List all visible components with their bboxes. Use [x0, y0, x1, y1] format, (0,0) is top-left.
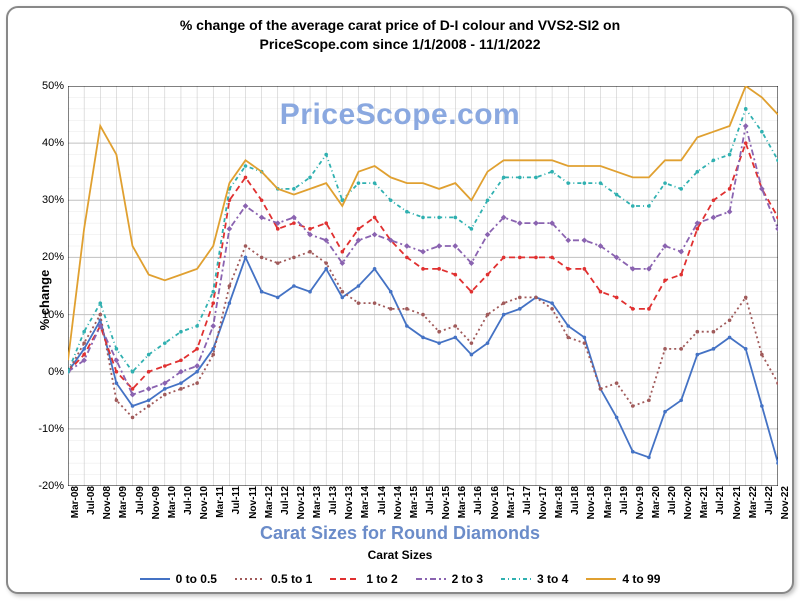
x-tick-label: Nov-19 — [633, 486, 646, 519]
legend-swatch — [586, 574, 616, 584]
x-tick-label: Mar-14 — [358, 486, 371, 518]
legend-item: 0 to 0.5 — [140, 572, 217, 586]
y-tick-label: 0% — [48, 366, 68, 378]
x-tick-label: Mar-21 — [697, 486, 710, 518]
x-tick-label: Nov-14 — [391, 486, 404, 519]
y-tick-label: 10% — [42, 309, 68, 321]
x-tick-label: Jul-19 — [617, 486, 630, 515]
x-tick-label: Jul-09 — [133, 486, 146, 515]
legend-swatch — [330, 574, 360, 584]
x-tick-label: Nov-09 — [149, 486, 162, 519]
x-tick-label: Mar-22 — [746, 486, 759, 518]
x-axis-label: Carat Sizes for Round Diamonds — [8, 523, 792, 544]
x-tick-label: Mar-12 — [262, 486, 275, 518]
chart-title: % change of the average carat price of D… — [8, 16, 792, 54]
x-tick-label: Nov-16 — [488, 486, 501, 519]
x-tick-label: Mar-11 — [213, 486, 226, 518]
x-tick-label: Jul-20 — [665, 486, 678, 515]
x-tick-label: Mar-13 — [310, 486, 323, 518]
legend: 0 to 0.5 0.5 to 1 1 to 2 2 to 3 3 to 4 4 to 9… — [8, 572, 792, 586]
x-tick-label: Nov-15 — [439, 486, 452, 519]
x-tick-label: Nov-18 — [584, 486, 597, 519]
x-tick-label: Nov-12 — [294, 486, 307, 519]
x-tick-label: Jul-12 — [278, 486, 291, 515]
x-tick-label: Nov-11 — [246, 486, 259, 519]
x-tick-label: Mar-09 — [116, 486, 129, 518]
x-tick-label: Jul-16 — [471, 486, 484, 515]
legend-label: 4 to 99 — [622, 572, 660, 586]
x-tick-label: Nov-17 — [536, 486, 549, 519]
y-axis-label: % change — [37, 270, 52, 331]
plot-area: -20%-10%0%10%20%30%40%50% Mar-08Jul-08No… — [68, 86, 778, 486]
legend-item: 2 to 3 — [416, 572, 483, 586]
title-line-1: % change of the average carat price of D… — [180, 17, 620, 33]
chart-svg — [68, 86, 778, 486]
legend-label: 0 to 0.5 — [176, 572, 217, 586]
x-tick-label: Jul-21 — [713, 486, 726, 515]
legend-title: Carat Sizes — [8, 548, 792, 562]
legend-label: 2 to 3 — [452, 572, 483, 586]
x-tick-label: Jul-15 — [423, 486, 436, 515]
x-tick-label: Mar-17 — [504, 486, 517, 518]
x-tick-label: Nov-20 — [681, 486, 694, 519]
legend-swatch — [140, 574, 170, 584]
y-tick-label: -20% — [38, 480, 68, 492]
x-tick-label: Jul-14 — [375, 486, 388, 515]
x-tick-label: Jul-22 — [762, 486, 775, 515]
y-tick-label: -10% — [38, 423, 68, 435]
x-tick-label: Jul-13 — [326, 486, 339, 515]
x-tick-label: Nov-13 — [342, 486, 355, 519]
x-tick-label: Nov-22 — [778, 486, 791, 519]
x-tick-label: Mar-15 — [407, 486, 420, 518]
x-tick-label: Nov-21 — [730, 486, 743, 519]
chart-frame: % change of the average carat price of D… — [6, 6, 794, 594]
legend-item: 4 to 99 — [586, 572, 660, 586]
y-tick-label: 30% — [42, 194, 68, 206]
legend-swatch — [235, 574, 265, 584]
x-tick-label: Mar-08 — [68, 486, 81, 518]
legend-item: 1 to 2 — [330, 572, 397, 586]
x-tick-label: Mar-16 — [455, 486, 468, 518]
legend-item: 3 to 4 — [501, 572, 568, 586]
x-tick-label: Mar-18 — [552, 486, 565, 518]
x-tick-label: Jul-08 — [84, 486, 97, 515]
y-tick-label: 50% — [42, 80, 68, 92]
legend-label: 0.5 to 1 — [271, 572, 312, 586]
x-tick-label: Nov-10 — [197, 486, 210, 519]
x-tick-label: Jul-11 — [229, 486, 242, 514]
y-tick-label: 40% — [42, 137, 68, 149]
x-tick-label: Nov-08 — [100, 486, 113, 519]
title-line-2: PriceScope.com since 1/1/2008 - 11/1/202… — [260, 36, 541, 52]
x-tick-label: Jul-10 — [181, 486, 194, 515]
x-tick-label: Mar-10 — [165, 486, 178, 518]
x-tick-label: Mar-20 — [649, 486, 662, 518]
legend-label: 3 to 4 — [537, 572, 568, 586]
legend-item: 0.5 to 1 — [235, 572, 312, 586]
legend-swatch — [501, 574, 531, 584]
x-tick-label: Mar-19 — [601, 486, 614, 518]
y-tick-label: 20% — [42, 251, 68, 263]
x-tick-label: Jul-17 — [520, 486, 533, 515]
legend-swatch — [416, 574, 446, 584]
legend-label: 1 to 2 — [366, 572, 397, 586]
x-tick-label: Jul-18 — [568, 486, 581, 515]
